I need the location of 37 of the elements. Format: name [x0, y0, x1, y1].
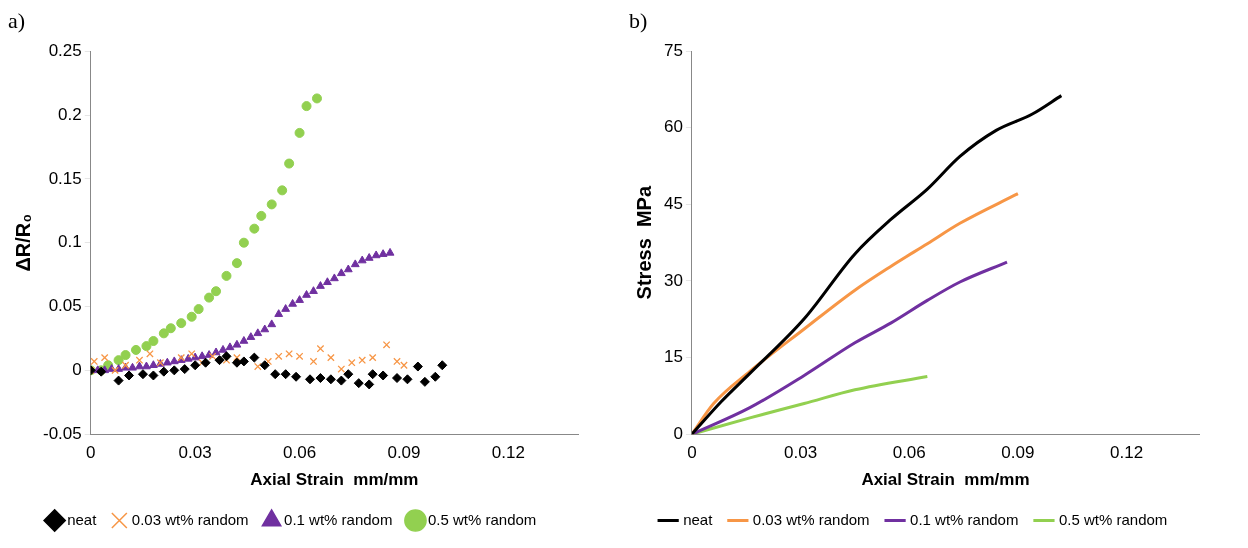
x-tick-label: 0.12: [491, 443, 525, 463]
y-tick-label: 45: [663, 194, 683, 214]
y-tick-label: 0.2: [58, 104, 82, 124]
x-tick-label: 0: [687, 443, 697, 463]
chart-title: b): [629, 8, 649, 35]
x-tick-label: 0.06: [892, 443, 926, 463]
legend-label: 0.5 wt% random: [1058, 510, 1168, 528]
y-tick-label: 0.25: [48, 40, 82, 60]
y-tick-label: 0: [72, 360, 82, 380]
y-tick-label: 75: [663, 40, 683, 60]
x-axis-title: Axial Strain mm/mm: [861, 470, 1030, 490]
x-tick-label: 0.03: [784, 443, 818, 463]
y-tick-label: 0: [673, 423, 683, 443]
y-tick-label: 0.05: [48, 296, 82, 316]
legend-label: 0.03 wt% random: [131, 510, 249, 528]
x-tick-label: 0.12: [1110, 443, 1144, 463]
y-tick-label: 60: [663, 117, 683, 137]
x-tick-label: 0.09: [387, 443, 421, 463]
y-axis-title: ΔR/R₀: [11, 213, 34, 272]
x-tick-label: 0: [86, 443, 96, 463]
y-tick-label: 30: [663, 270, 683, 290]
legend-label: 0.1 wt% random: [910, 510, 1019, 528]
y-tick-label: 0.15: [48, 168, 82, 188]
y-tick-label: -0.05: [43, 423, 82, 443]
x-axis-title: Axial Strain mm/mm: [250, 470, 419, 490]
y-tick-label: 0.1: [58, 232, 82, 252]
y-axis-title: Stress MPa: [632, 185, 655, 300]
x-tick-label: 0.06: [283, 443, 317, 463]
legend-label: neat: [683, 510, 714, 528]
chart-title: a): [8, 8, 27, 35]
legend-label: 0.03 wt% random: [752, 510, 870, 528]
x-tick-label: 0.03: [178, 443, 212, 463]
y-tick-label: 15: [663, 347, 683, 367]
x-tick-label: 0.09: [1001, 443, 1035, 463]
legend-label: 0.1 wt% random: [284, 510, 393, 528]
legend-label: neat: [67, 510, 98, 528]
legend-label: 0.5 wt% random: [427, 510, 537, 528]
